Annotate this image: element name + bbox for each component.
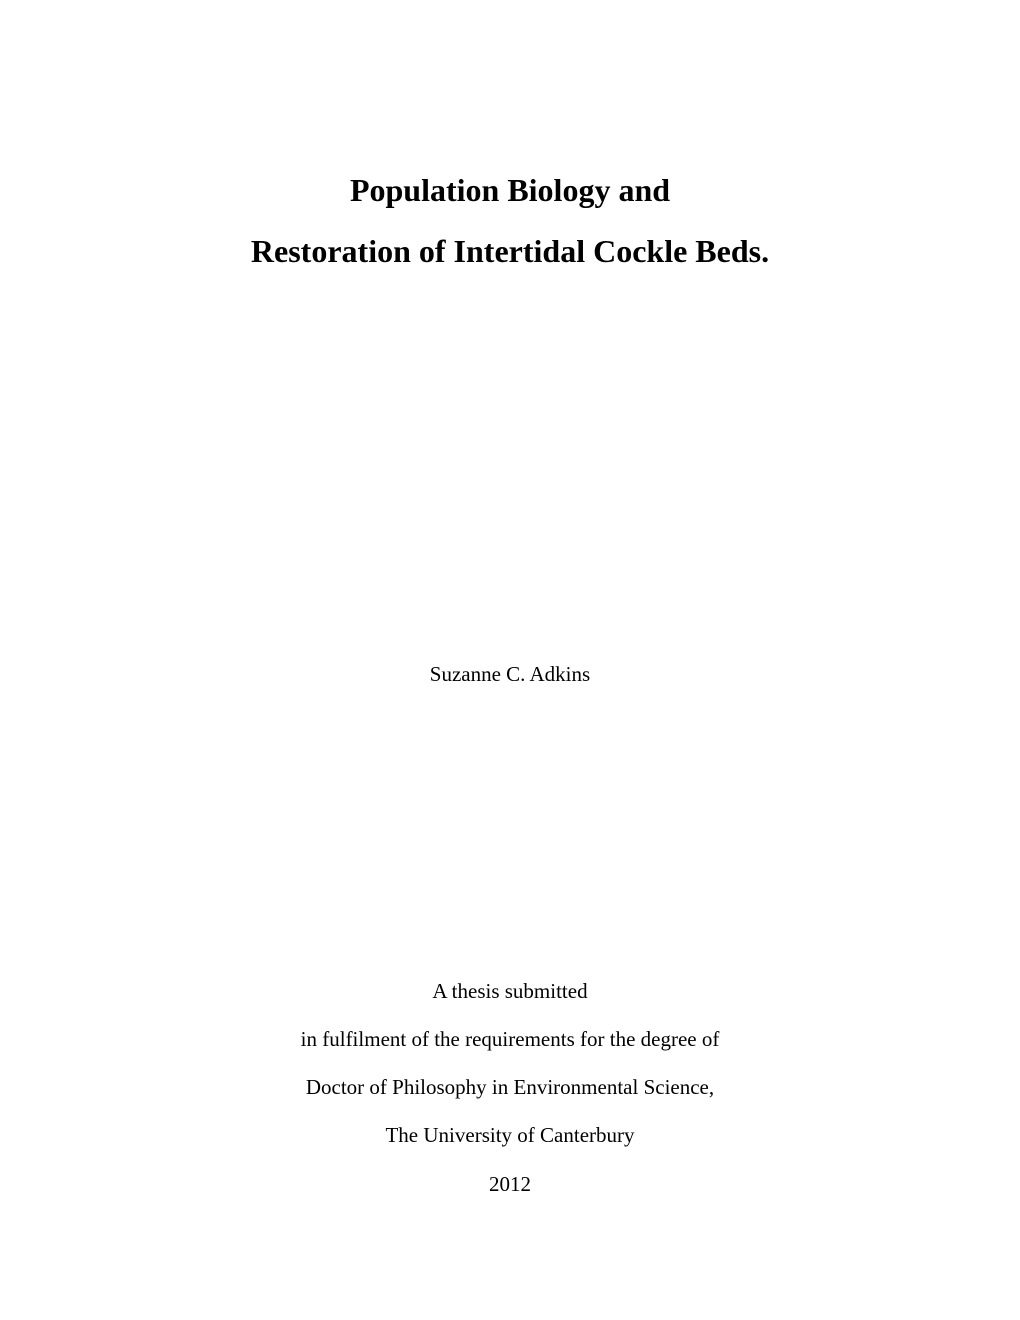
author-name: Suzanne C. Adkins — [430, 662, 590, 687]
title-line-1: Population Biology and — [251, 160, 769, 221]
submission-block: A thesis submitted in fulfilment of the … — [301, 967, 720, 1208]
title-line-2: Restoration of Intertidal Cockle Beds. — [251, 221, 769, 282]
submission-line-1: A thesis submitted — [301, 967, 720, 1015]
submission-line-2: in fulfilment of the requirements for th… — [301, 1015, 720, 1063]
title-block: Population Biology and Restoration of In… — [251, 160, 769, 282]
submission-year: 2012 — [301, 1160, 720, 1208]
submission-line-3: Doctor of Philosophy in Environmental Sc… — [301, 1063, 720, 1111]
submission-line-4: The University of Canterbury — [301, 1111, 720, 1159]
thesis-title-page: Population Biology and Restoration of In… — [0, 0, 1020, 1320]
